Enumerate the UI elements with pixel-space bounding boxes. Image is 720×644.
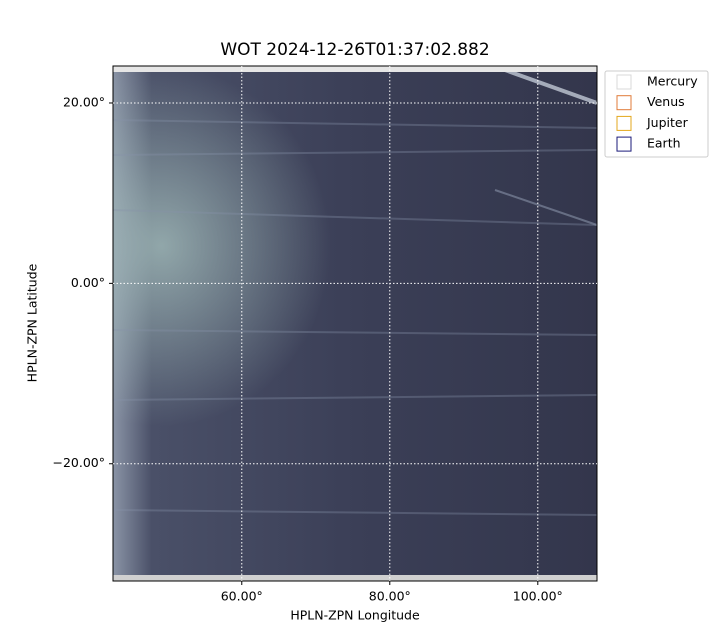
legend-swatch [616,74,632,90]
legend [604,70,709,158]
image [112,65,598,582]
legend-label: Venus [647,94,685,109]
x-tick-label: 80.00° [369,589,411,604]
x-axis-label: HPLN-ZPN Longitude [290,608,420,623]
legend-label: Earth [647,136,681,151]
legend-label: Jupiter [646,115,689,130]
y-tick-label: 20.00° [63,94,105,109]
y-tick-label: 0.00° [71,275,105,290]
legend-swatch [616,95,632,111]
y-axis-label: HPLN-ZPN Latitude [25,263,40,382]
x-tick-label: 100.00° [513,589,563,604]
legend-swatch [616,136,632,152]
y-tick-label: −20.00° [52,455,105,470]
legend-swatch [616,115,632,131]
chart-title: WOT 2024-12-26T01:37:02.882 [220,40,489,60]
x-tick-label: 60.00° [221,589,263,604]
legend-label: Mercury [647,74,698,89]
